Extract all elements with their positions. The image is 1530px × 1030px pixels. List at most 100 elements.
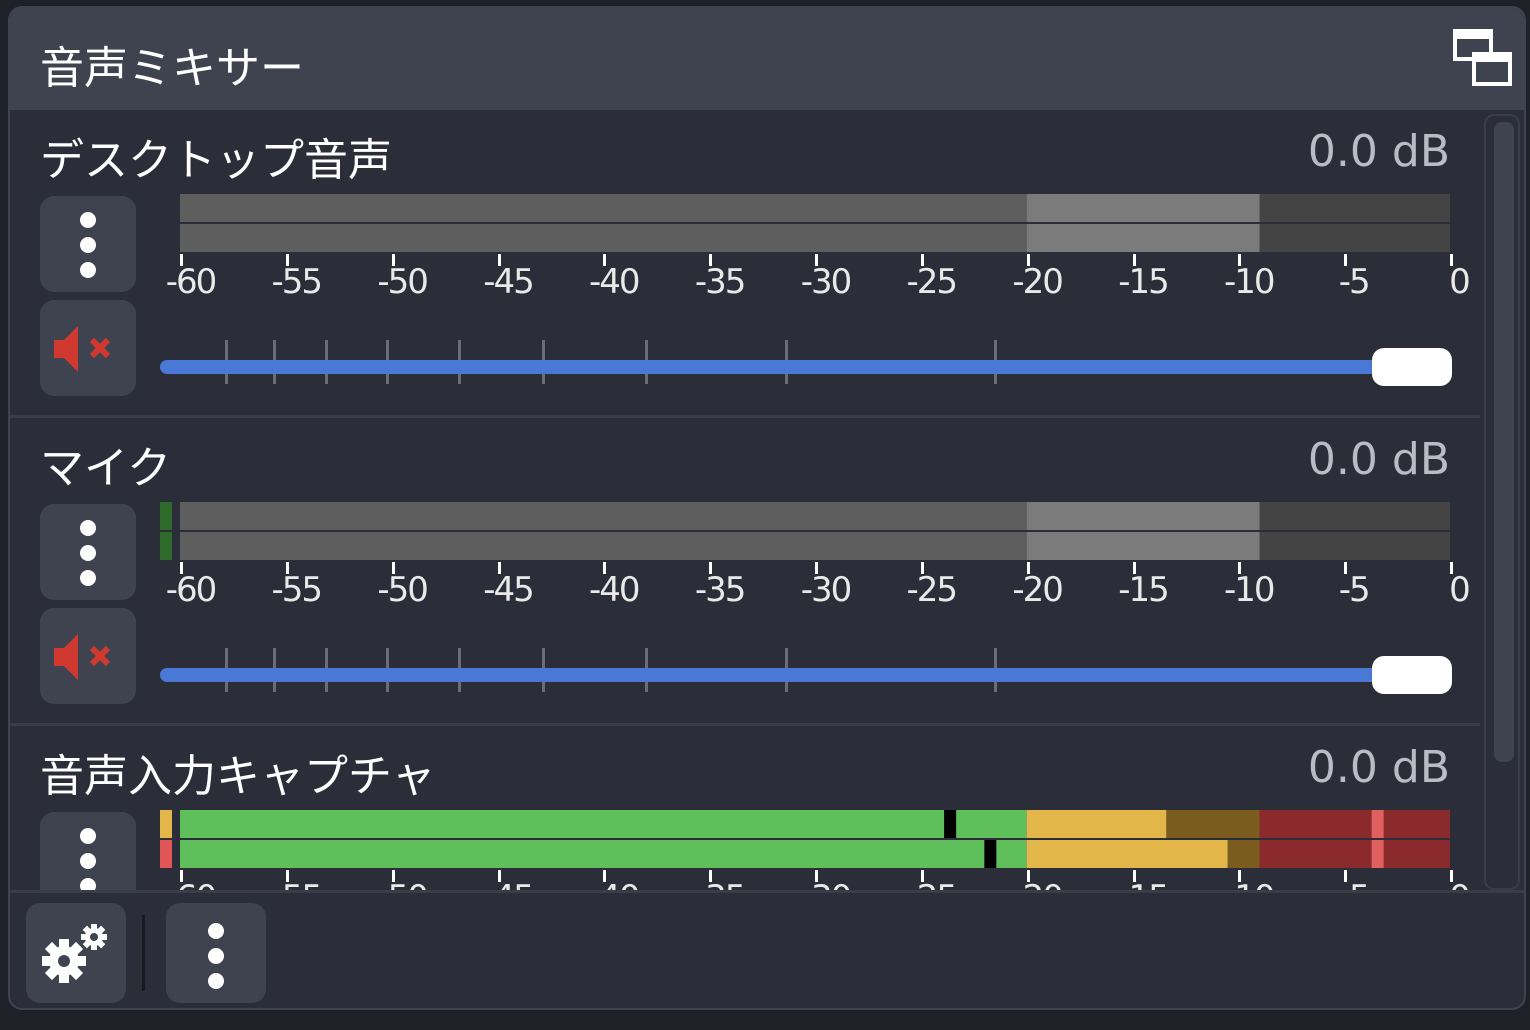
meter-segment	[1026, 502, 1260, 530]
meter-level-yellow	[1026, 840, 1228, 868]
meter-segment	[180, 532, 1027, 560]
scale-tick	[603, 254, 607, 266]
scale-tick	[709, 870, 713, 882]
scale-tick	[285, 562, 289, 574]
source-menu-button[interactable]	[40, 812, 136, 890]
speaker-muted-icon	[54, 634, 111, 680]
volume-meter	[160, 194, 1452, 254]
scale-tick	[603, 562, 607, 574]
scale-label: 0	[1449, 878, 1471, 890]
scale-label: -5	[1339, 878, 1371, 890]
scale-label: 0	[1449, 262, 1471, 302]
scrollbar[interactable]	[1484, 114, 1520, 890]
source-name: デスクトップ音声	[40, 135, 392, 186]
speaker-muted-icon	[54, 326, 111, 372]
scale-label: -30	[800, 262, 853, 302]
meter-level-green	[180, 810, 1027, 838]
scale-tick	[709, 562, 713, 574]
slider-handle[interactable]	[1372, 348, 1452, 386]
scale-label: -20	[1012, 878, 1064, 890]
mute-button[interactable]	[40, 300, 136, 396]
scale-tick	[1238, 562, 1242, 574]
advanced-audio-settings-button[interactable]	[26, 903, 126, 1003]
scale-label: -5	[1338, 570, 1371, 610]
mixer-menu-button[interactable]	[166, 903, 266, 1003]
scale-tick	[1026, 254, 1030, 266]
meter-segment	[180, 224, 1027, 252]
more-vertical-icon	[208, 923, 224, 998]
volume-slider[interactable]	[160, 340, 1452, 390]
meter-segment	[1227, 840, 1260, 868]
scale-tick	[1344, 562, 1348, 574]
scale-tick	[1450, 870, 1453, 882]
scale-tick	[180, 870, 183, 882]
scale-tick	[1026, 870, 1030, 882]
scale-label: -35	[694, 570, 747, 610]
meter-segment	[1259, 224, 1450, 252]
meter-segment	[1026, 194, 1260, 222]
scale-tick	[285, 254, 289, 266]
slider-handle[interactable]	[1372, 656, 1452, 694]
undock-icon[interactable]	[1452, 28, 1514, 88]
scale-tick	[920, 562, 924, 574]
gears-icon	[32, 924, 107, 993]
meter-segment	[1026, 224, 1260, 252]
meter-segment	[1026, 532, 1260, 560]
scale-label: -50	[377, 570, 429, 610]
input-peak-indicator	[160, 502, 172, 530]
meter-segment	[1259, 532, 1450, 560]
scale-label: -50	[377, 262, 429, 302]
scale-label: -25	[906, 570, 959, 610]
scale-label: -10	[1224, 878, 1276, 890]
scale-tick	[815, 870, 818, 882]
scale-tick	[920, 254, 924, 266]
scale-label: -55	[271, 262, 324, 302]
audio-mixer-panel: 音声ミキサー デスクトップ音声 0.0 dB -60 -55 -50 -45 -40 -3…	[8, 6, 1526, 1010]
meter-segment	[1259, 840, 1450, 868]
scale-label: -40	[589, 262, 641, 302]
scale-label: -5	[1338, 262, 1371, 302]
scale-tick	[1026, 562, 1030, 574]
volume-slider[interactable]	[160, 648, 1452, 698]
input-peak-indicator	[160, 840, 172, 868]
more-vertical-icon	[80, 828, 96, 890]
peak-marker	[984, 840, 997, 868]
scrollbar-thumb[interactable]	[1494, 122, 1514, 762]
scale-tick	[709, 254, 713, 266]
meter-level-yellow	[1026, 810, 1167, 838]
source-menu-button[interactable]	[40, 504, 136, 600]
mixer-footer	[10, 890, 1524, 1008]
meter-segment	[1166, 810, 1260, 838]
scale-tick	[920, 870, 924, 882]
meter-segment	[1259, 194, 1450, 222]
scale-tick	[391, 870, 395, 882]
scale-tick	[391, 562, 395, 574]
meter-level-green	[180, 840, 1027, 868]
scale-tick	[1450, 562, 1453, 574]
slider-track	[160, 668, 1452, 682]
panel-header: 音声ミキサー	[10, 8, 1524, 110]
volume-db-label: 0.0 dB	[1307, 742, 1450, 793]
meter-segment	[180, 502, 1027, 530]
scale-label: -15	[1118, 570, 1170, 610]
scale-tick	[1238, 254, 1242, 266]
scale-tick	[1238, 870, 1242, 882]
scale-label: -35	[694, 262, 747, 302]
mute-button[interactable]	[40, 608, 136, 704]
scale-tick	[1132, 562, 1136, 574]
scale-label: -50	[377, 878, 429, 890]
scale-label: -40	[589, 878, 641, 890]
scale-tick	[815, 254, 818, 266]
scale-label: -60	[165, 262, 218, 302]
scale-label: -25	[906, 262, 959, 302]
source-strip: マイク 0.0 dB -60 -55 -50 -45 -40 -35 -30 -25 -20 -1…	[10, 418, 1480, 726]
scale-tick	[1344, 254, 1348, 266]
volume-meter	[160, 502, 1452, 562]
scale-tick	[497, 870, 501, 882]
source-strip: 音声入力キャプチャ 0.0 dB -60-55-50-45-40-35-30-2…	[10, 726, 1480, 890]
source-menu-button[interactable]	[40, 196, 136, 292]
scale-label: -30	[800, 570, 853, 610]
scale-label: -10	[1224, 570, 1276, 610]
scale-label: -25	[907, 878, 959, 890]
